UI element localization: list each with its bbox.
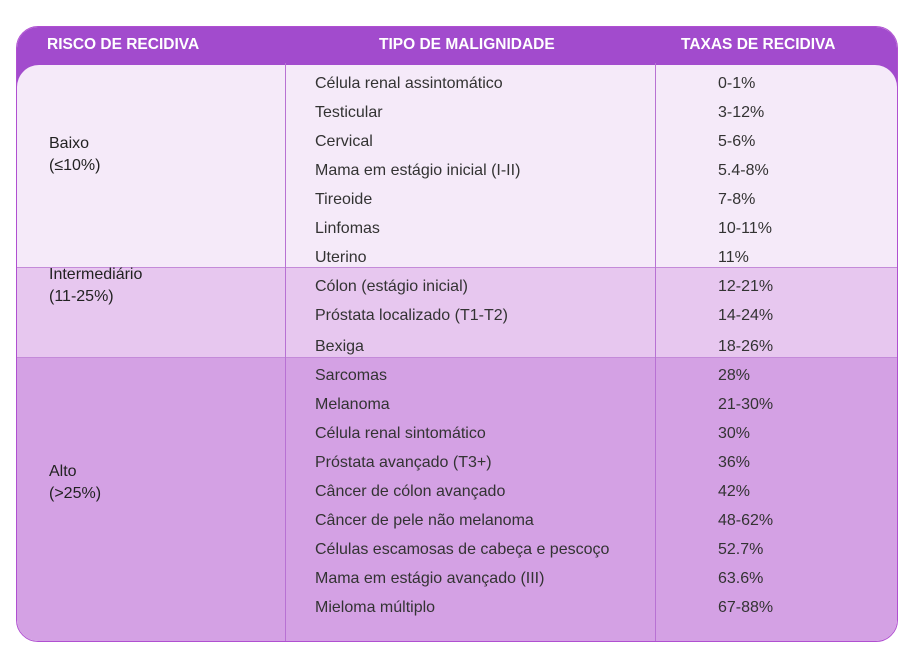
table-row-type: Cólon (estágio inicial) [315, 278, 468, 295]
table-row-type: Mama em estágio inicial (I-II) [315, 162, 521, 179]
divider-low-mid [17, 267, 897, 268]
table-row-rate: 36% [718, 454, 751, 471]
risk-intermediate-range: (11-25%) [49, 288, 114, 305]
header-risk: RISCO DE RECIDIVA [47, 36, 200, 53]
table-row-rate: 67-88% [718, 599, 774, 616]
table-row-type: Bexiga [315, 338, 364, 355]
table-row-type: Mieloma múltiplo [315, 599, 436, 616]
table-row-rate: 48-62% [718, 512, 774, 529]
header-rate: TAXAS DE RECIDIVA [681, 36, 836, 53]
table-row-rate: 12-21% [718, 278, 774, 295]
table-row-rate: 14-24% [718, 307, 774, 324]
risk-low-range: (≤10%) [49, 157, 101, 174]
band-high [17, 357, 897, 641]
risk-low: Baixo (≤10%) [49, 133, 100, 177]
risk-low-name: Baixo [49, 135, 90, 152]
table-row-rate: 21-30% [718, 396, 774, 413]
table-row-rate: 42% [718, 483, 751, 500]
band-intermediate [17, 267, 897, 357]
recurrence-table: RISCO DE RECIDIVA TIPO DE MALIGNIDADE TA… [16, 26, 898, 642]
table-row-type: Testicular [315, 104, 383, 121]
table-row-rate: 10-11% [718, 220, 772, 237]
risk-high: Alto (>25%) [49, 461, 101, 505]
table-row-rate: 0-1% [718, 75, 756, 92]
table-row-type: Câncer de pele não melanoma [315, 512, 534, 529]
table-row-type: Uterino [315, 249, 367, 266]
table-row-type: Células escamosas de cabeça e pescoço [315, 541, 610, 558]
table-row-rate: 3-12% [718, 104, 765, 121]
table-row-rate: 5-6% [718, 133, 756, 150]
risk-high-name: Alto [49, 463, 77, 480]
table-row-rate: 5.4-8% [718, 162, 769, 179]
table-row-type: Próstata avançado (T3+) [315, 454, 492, 471]
table-row-rate: 63.6% [718, 570, 764, 587]
table-row-type: Mama em estágio avançado (III) [315, 570, 545, 587]
table-row-rate: 11% [718, 249, 749, 266]
header-type: TIPO DE MALIGNIDADE [379, 36, 555, 53]
table-row-rate: 52.7% [718, 541, 764, 558]
table-row-type: Célula renal sintomático [315, 425, 486, 442]
risk-intermediate-name: Intermediário [49, 266, 143, 283]
risk-high-range: (>25%) [49, 485, 102, 502]
table-row-type: Linfomas [315, 220, 380, 237]
table-row-type: Célula renal assintomático [315, 75, 503, 92]
table-row-type: Próstata localizado (T1-T2) [315, 307, 508, 324]
table-row-type: Cervical [315, 133, 373, 150]
table-row-type: Câncer de cólon avançado [315, 483, 506, 500]
column-divider-2 [655, 63, 656, 641]
table-row-type: Melanoma [315, 396, 390, 413]
table-row-type: Tireoide [315, 191, 373, 208]
table-row-type: Sarcomas [315, 367, 388, 384]
divider-mid-high [17, 357, 897, 358]
band-low [17, 65, 897, 267]
table-row-rate: 30% [718, 425, 751, 442]
column-divider-1 [285, 63, 286, 641]
table-row-rate: 7-8% [718, 191, 756, 208]
table-row-rate: 18-26% [718, 338, 774, 355]
risk-intermediate: Intermediário (11-25%) [49, 264, 142, 308]
table-row-rate: 28% [718, 367, 751, 384]
